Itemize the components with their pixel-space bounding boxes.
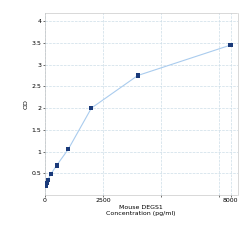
Point	[136, 74, 140, 78]
Point	[44, 184, 48, 188]
Point	[228, 43, 232, 47]
X-axis label: Mouse DEGS1
Concentration (pg/ml): Mouse DEGS1 Concentration (pg/ml)	[106, 205, 176, 216]
Y-axis label: OD: OD	[24, 99, 29, 109]
Point	[54, 164, 58, 168]
Point	[90, 106, 94, 110]
Point	[49, 172, 53, 176]
Point	[44, 181, 48, 185]
Point	[46, 178, 50, 182]
Point	[66, 147, 70, 151]
